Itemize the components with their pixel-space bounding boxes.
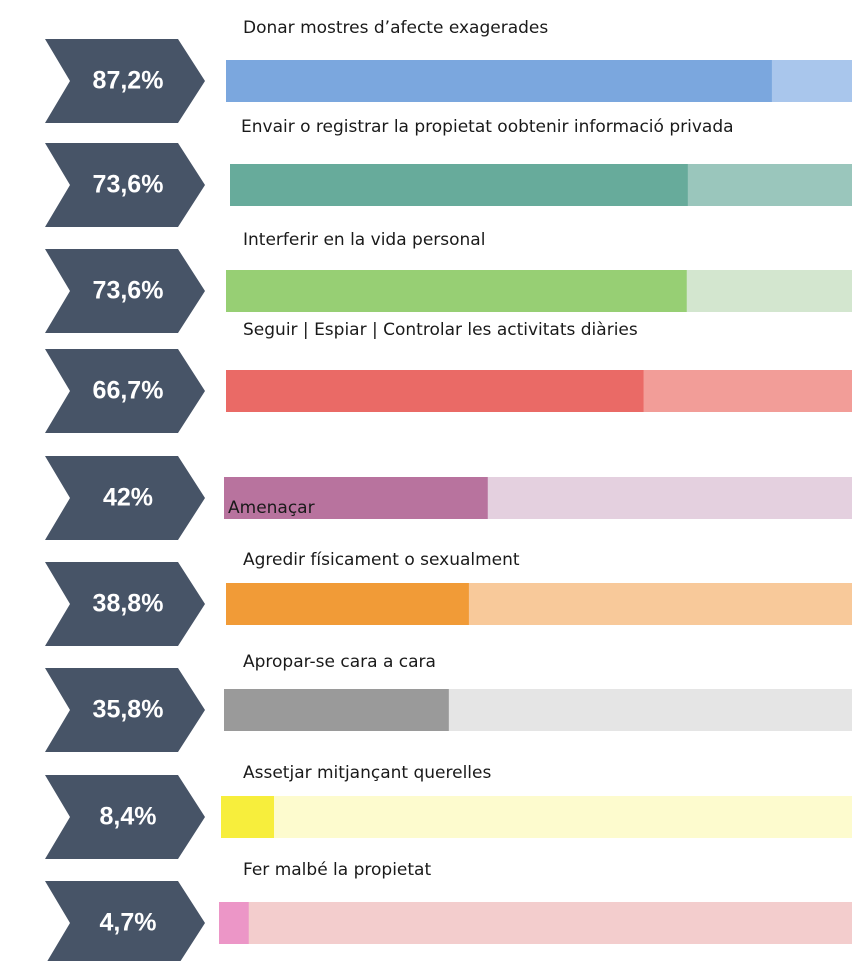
- value-chevron: [45, 775, 205, 859]
- value-label: 38,8%: [93, 590, 164, 618]
- category-label: Envair o registrar la propietat oobtenir…: [241, 117, 734, 137]
- bar: [221, 796, 275, 838]
- bar-track: [221, 796, 852, 838]
- bar: [226, 583, 469, 625]
- bar-track: [219, 902, 852, 944]
- value-label: 4,7%: [100, 909, 157, 937]
- category-label: Donar mostres d’afecte exagerades: [243, 18, 548, 38]
- category-label: Amenaçar: [228, 498, 315, 518]
- value-chevron: [45, 456, 205, 540]
- bar: [224, 477, 488, 519]
- value-chevron: [45, 39, 205, 123]
- category-label: Seguir | Espiar | Controlar les activita…: [243, 320, 638, 340]
- value-chevron: [45, 562, 205, 646]
- bar: [226, 60, 772, 102]
- bar: [226, 370, 644, 412]
- category-label: Agredir físicament o sexualment: [243, 550, 520, 570]
- value-chevron: [45, 349, 205, 433]
- category-label: Fer malbé la propietat: [243, 860, 431, 880]
- bar: [226, 270, 687, 312]
- category-label: Assetjar mitjançant querelles: [243, 763, 491, 783]
- value-label: 8,4%: [100, 803, 157, 831]
- value-label: 87,2%: [93, 67, 164, 95]
- value-label: 73,6%: [93, 171, 164, 199]
- bar: [224, 689, 449, 731]
- value-chevron: [45, 668, 205, 752]
- value-label: 35,8%: [93, 696, 164, 724]
- bar: [230, 164, 688, 206]
- value-label: 66,7%: [93, 377, 164, 405]
- value-chevron: [45, 881, 205, 961]
- value-label: 73,6%: [93, 277, 164, 305]
- value-chevron: [45, 249, 205, 333]
- value-chevron: [45, 143, 205, 227]
- category-label: Interferir en la vida personal: [243, 230, 485, 250]
- bar: [219, 902, 249, 944]
- value-label: 42%: [103, 484, 153, 512]
- category-label: Apropar-se cara a cara: [243, 652, 436, 672]
